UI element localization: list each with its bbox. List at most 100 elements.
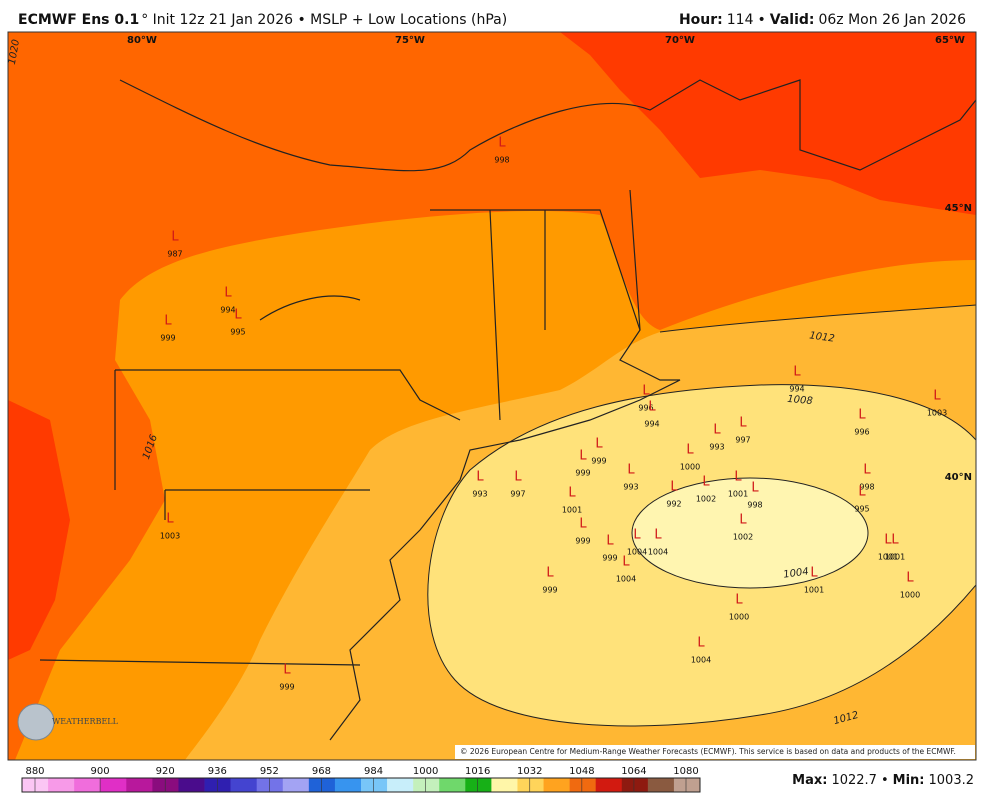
grid-label: 40°N bbox=[945, 472, 972, 483]
grid-label: 80°W bbox=[127, 35, 157, 46]
grid-label: 65°W bbox=[935, 35, 965, 46]
low-pressure: 999 bbox=[279, 683, 294, 692]
colorbar-tick-label: 1048 bbox=[569, 766, 594, 777]
colorbar-swatch bbox=[308, 778, 336, 792]
low-pressure: 987 bbox=[167, 250, 182, 259]
colorbar-tick-label: 1080 bbox=[673, 766, 698, 777]
low-pressure: 1003 bbox=[927, 409, 947, 418]
grid-label: 45°N bbox=[945, 203, 972, 214]
colorbar-swatch bbox=[439, 778, 466, 792]
low-pressure: 995 bbox=[854, 505, 869, 514]
low-symbol: L bbox=[933, 389, 941, 404]
low-symbol: L bbox=[595, 437, 603, 452]
low-symbol: L bbox=[283, 663, 291, 678]
colorbar-swatch bbox=[621, 778, 649, 792]
colorbar-swatch bbox=[334, 778, 362, 792]
colorbar-swatch bbox=[256, 778, 284, 792]
low-symbol: L bbox=[713, 423, 721, 438]
low-pressure: 1000 bbox=[729, 613, 749, 622]
low-pressure: 1004 bbox=[627, 548, 647, 557]
colorbar-swatch bbox=[230, 778, 257, 792]
contour-label: 1020 bbox=[7, 39, 22, 66]
colorbar-swatch bbox=[543, 778, 570, 792]
copyright-bg bbox=[455, 745, 975, 759]
low-pressure: 997 bbox=[510, 490, 525, 499]
low-pressure: 1002 bbox=[733, 533, 753, 542]
low-symbol: L bbox=[498, 136, 506, 151]
low-symbol: L bbox=[739, 513, 747, 528]
low-symbol: L bbox=[751, 481, 759, 496]
low-symbol: L bbox=[164, 314, 172, 329]
separator: • bbox=[757, 12, 765, 28]
colorbar-swatch bbox=[100, 778, 127, 792]
header-left: ECMWF Ens 0.1 ° Init 12z 21 Jan 2026 • MS… bbox=[18, 12, 507, 28]
colorbar-swatch bbox=[465, 778, 492, 792]
low-pressure: 996 bbox=[638, 404, 653, 413]
model: ECMWF Ens 0.1 bbox=[18, 12, 139, 28]
colorbar-swatch bbox=[569, 778, 596, 792]
low-pressure: 1001 bbox=[562, 506, 582, 515]
low-symbol: L bbox=[627, 463, 635, 478]
low-symbol: L bbox=[793, 365, 801, 380]
low-pressure: 1000 bbox=[900, 591, 920, 600]
low-symbol: L bbox=[579, 517, 587, 532]
separator: • bbox=[881, 773, 889, 788]
low-symbol: L bbox=[906, 571, 914, 586]
copyright: © 2026 European Centre for Medium-Range … bbox=[460, 747, 956, 756]
colorbar-tick-label: 1016 bbox=[465, 766, 490, 777]
low-pressure: 999 bbox=[542, 586, 557, 595]
low-symbol: L bbox=[234, 308, 242, 323]
low-symbol: L bbox=[884, 533, 892, 548]
max-label: Max: bbox=[792, 773, 827, 788]
low-pressure: 997 bbox=[735, 436, 750, 445]
low-pressure: 993 bbox=[472, 490, 487, 499]
colorbar-tick-label: 880 bbox=[25, 766, 44, 777]
min-label: Min: bbox=[893, 773, 925, 788]
low-symbol: L bbox=[171, 230, 179, 245]
low-pressure: 993 bbox=[623, 483, 638, 492]
low-symbol: L bbox=[810, 566, 818, 581]
low-symbol: L bbox=[606, 534, 614, 549]
low-pressure: 1003 bbox=[160, 532, 180, 541]
low-symbol: L bbox=[863, 463, 871, 478]
low-pressure: 998 bbox=[747, 501, 762, 510]
title: ° Init 12z 21 Jan 2026 • MSLP + Low Loca… bbox=[141, 12, 507, 28]
colorbar-swatch bbox=[74, 778, 101, 792]
contour-label: 1004 bbox=[783, 566, 810, 580]
low-symbol: L bbox=[579, 449, 587, 464]
low-symbol: L bbox=[686, 443, 694, 458]
low-symbol: L bbox=[648, 400, 656, 415]
low-pressure: 999 bbox=[602, 554, 617, 563]
low-symbol: L bbox=[622, 555, 630, 570]
low-symbol: L bbox=[858, 408, 866, 423]
header-right: Hour: 114 • Valid: 06z Mon 26 Jan 2026 bbox=[679, 12, 966, 28]
hour-value: 114 bbox=[727, 12, 754, 28]
low-symbol: L bbox=[654, 528, 662, 543]
colorbar-tick-label: 920 bbox=[156, 766, 175, 777]
map-frame bbox=[7, 31, 977, 761]
low-pressure: 993 bbox=[709, 443, 724, 452]
min-value: 1003.2 bbox=[929, 773, 975, 788]
logo: WEATHERBELL bbox=[17, 703, 119, 741]
colorbar: 880 900 920 936 952 968 984 1000 1016 1032 1048 106… bbox=[21, 766, 701, 793]
low-symbol: L bbox=[642, 384, 650, 399]
max-value: 1022.7 bbox=[831, 773, 877, 788]
low-symbol: L bbox=[546, 566, 554, 581]
colorbar-tick-label: 1032 bbox=[517, 766, 542, 777]
colorbar-swatch bbox=[126, 778, 153, 792]
map-fill bbox=[8, 32, 976, 760]
colorbar-swatch bbox=[673, 778, 701, 792]
low-pressure: 999 bbox=[591, 457, 606, 466]
colorbar-swatch bbox=[413, 778, 440, 792]
colorbar-swatch bbox=[282, 778, 310, 792]
colorbar-swatch bbox=[204, 778, 231, 792]
low-symbol: L bbox=[734, 470, 742, 485]
low-symbol: L bbox=[633, 528, 641, 543]
low-symbol: L bbox=[702, 475, 710, 490]
colorbar-tick-label: 900 bbox=[91, 766, 110, 777]
low-pressure: 1004 bbox=[648, 548, 668, 557]
colorbar-tick-label: 968 bbox=[312, 766, 331, 777]
grid-label: 70°W bbox=[665, 35, 695, 46]
colorbar-tick-label: 984 bbox=[364, 766, 383, 777]
